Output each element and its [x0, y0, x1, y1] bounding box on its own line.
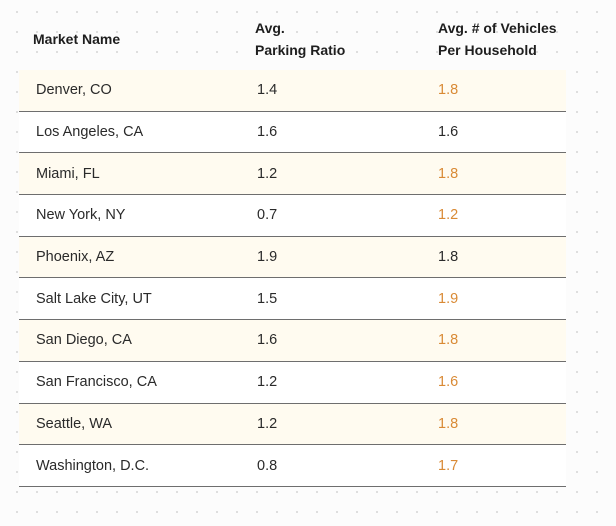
- table-row: Washington, D.C. 0.8 1.7: [19, 445, 566, 487]
- cell-parking-ratio: 0.7: [257, 207, 278, 224]
- header-parking-ratio: Avg. Parking Ratio: [255, 17, 438, 61]
- cell-market-name: Seattle, WA: [36, 415, 113, 432]
- cell-vehicles-per-household: 1.8: [438, 165, 459, 182]
- cell-parking-ratio: 1.5: [257, 290, 278, 307]
- cell-market-name: Los Angeles, CA: [36, 124, 144, 141]
- cell-market-name: Miami, FL: [36, 165, 100, 182]
- cell-vehicles-per-household: 1.8: [438, 82, 459, 99]
- table-row: San Francisco, CA 1.2 1.6: [19, 361, 566, 404]
- cell-vehicles-per-household: 1.8: [438, 249, 459, 266]
- cell-parking-ratio: 1.4: [257, 82, 278, 99]
- cell-parking-ratio: 0.8: [257, 457, 278, 474]
- table-header: Market Name Avg. Parking Ratio Avg. # of…: [19, 8, 566, 70]
- cell-vehicles-per-household: 1.9: [438, 290, 459, 307]
- table-row: Denver, CO 1.4 1.8: [19, 70, 566, 112]
- table-row: Salt Lake City, UT 1.5 1.9: [19, 278, 566, 321]
- table-row: New York, NY 0.7 1.2: [19, 195, 566, 237]
- table-row: Los Angeles, CA 1.6 1.6: [19, 111, 566, 154]
- cell-vehicles-per-household: 1.2: [438, 207, 459, 224]
- cell-vehicles-per-household: 1.6: [438, 124, 459, 141]
- market-table: Market Name Avg. Parking Ratio Avg. # of…: [19, 8, 566, 487]
- header-parking-ratio-line1: Avg.: [255, 20, 285, 36]
- table-row: Seattle, WA 1.2 1.8: [19, 403, 566, 446]
- table-body: Denver, CO 1.4 1.8 Los Angeles, CA 1.6 1.6 Mia…: [19, 70, 566, 487]
- table-row: San Diego, CA 1.6 1.8: [19, 320, 566, 362]
- cell-parking-ratio: 1.6: [257, 124, 278, 141]
- cell-parking-ratio: 1.2: [257, 165, 278, 182]
- cell-market-name: New York, NY: [36, 207, 126, 224]
- cell-parking-ratio: 1.6: [257, 332, 278, 349]
- cell-vehicles-per-household: 1.8: [438, 332, 459, 349]
- header-parking-ratio-line2: Parking Ratio: [255, 42, 346, 58]
- cell-market-name: Denver, CO: [36, 82, 112, 99]
- cell-vehicles-per-household: 1.8: [438, 415, 459, 432]
- table-row: Miami, FL 1.2 1.8: [19, 153, 566, 196]
- table-row: Phoenix, AZ 1.9 1.8: [19, 236, 566, 279]
- header-vehicles-per-household: Avg. # of Vehicles Per Household: [438, 17, 566, 61]
- cell-market-name: Phoenix, AZ: [36, 249, 115, 266]
- cell-parking-ratio: 1.9: [257, 249, 278, 266]
- cell-vehicles-per-household: 1.6: [438, 374, 459, 391]
- cell-vehicles-per-household: 1.7: [438, 457, 459, 474]
- cell-market-name: Salt Lake City, UT: [36, 290, 152, 307]
- cell-parking-ratio: 1.2: [257, 374, 278, 391]
- cell-parking-ratio: 1.2: [257, 415, 278, 432]
- header-market-name: Market Name: [33, 31, 121, 47]
- header-vehicles-line2: Per Household: [438, 42, 537, 58]
- cell-market-name: San Diego, CA: [36, 332, 132, 349]
- header-vehicles-line1: Avg. # of Vehicles: [438, 20, 557, 36]
- cell-market-name: Washington, D.C.: [36, 457, 150, 474]
- cell-market-name: San Francisco, CA: [36, 374, 157, 391]
